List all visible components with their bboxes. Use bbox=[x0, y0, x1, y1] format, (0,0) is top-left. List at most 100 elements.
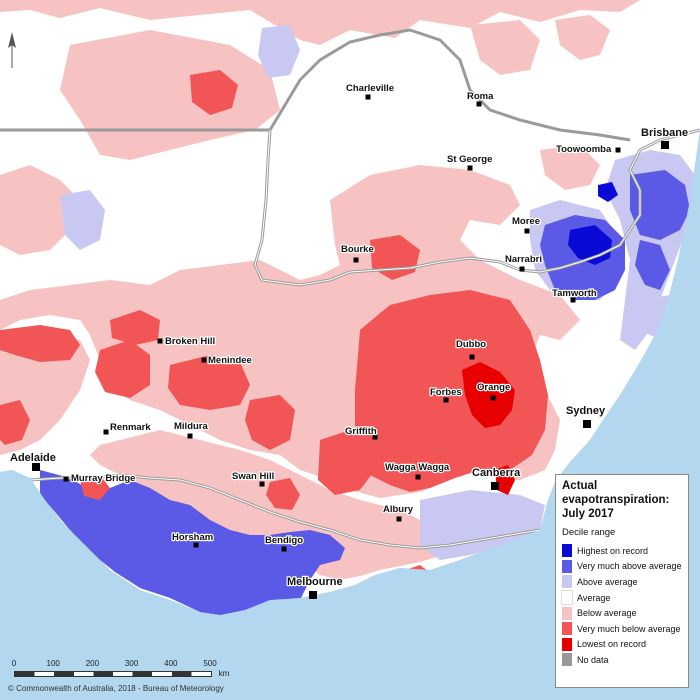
place-marker bbox=[63, 476, 69, 482]
place-label: Orange bbox=[477, 382, 510, 393]
legend-label: Very much above average bbox=[577, 561, 682, 572]
place-label: Broken Hill bbox=[165, 336, 215, 347]
place-sydney: Sydney bbox=[565, 404, 607, 428]
place-marker bbox=[519, 266, 525, 272]
legend-label: Average bbox=[577, 592, 611, 603]
place-st-george: St George bbox=[446, 153, 494, 171]
place-wagga-wagga: Wagga Wagga bbox=[384, 461, 451, 480]
place-label: Griffith bbox=[345, 426, 377, 437]
place-toowoomba: Toowoomba bbox=[555, 143, 621, 156]
place-marker bbox=[469, 354, 475, 360]
legend-item: Lowest on record bbox=[562, 637, 682, 653]
legend-title: Actual evapotranspiration: July 2017 bbox=[562, 480, 670, 520]
place-marker bbox=[570, 297, 576, 303]
place-adelaide: Adelaide bbox=[9, 451, 57, 471]
legend-label: Lowest on record bbox=[577, 639, 647, 650]
place-forbes: Forbes bbox=[429, 386, 463, 403]
place-marker bbox=[443, 397, 449, 403]
place-orange: Orange bbox=[476, 381, 511, 401]
place-marker bbox=[309, 591, 317, 599]
place-marker bbox=[32, 463, 40, 471]
place-bourke: Bourke bbox=[340, 243, 375, 263]
place-label: Bendigo bbox=[265, 535, 303, 546]
legend-label: Very much below average bbox=[577, 623, 681, 634]
place-label: Sydney bbox=[566, 405, 606, 417]
place-marker bbox=[365, 94, 371, 100]
place-label: Toowoomba bbox=[556, 144, 612, 155]
place-label: Albury bbox=[383, 504, 414, 515]
legend-label: Above average bbox=[577, 576, 638, 587]
place-melbourne: Melbourne bbox=[286, 575, 344, 599]
legend: Actual evapotranspiration: July 2017 Dec… bbox=[555, 474, 689, 688]
place-murray-bridge: Murray Bridge bbox=[63, 472, 137, 485]
scale-bar-graphic bbox=[14, 671, 212, 677]
legend-swatch bbox=[562, 559, 572, 573]
scale-tick-label: 300 bbox=[124, 659, 139, 668]
place-mildura: Mildura bbox=[173, 420, 210, 439]
legend-item: Average bbox=[561, 590, 682, 606]
place-moree: Moree bbox=[511, 215, 541, 234]
place-marker bbox=[476, 101, 482, 107]
place-swan-hill: Swan Hill bbox=[231, 470, 275, 487]
scale-tick-label: 100 bbox=[46, 659, 60, 668]
legend-swatch bbox=[562, 653, 572, 667]
place-label: Horsham bbox=[172, 532, 213, 543]
place-marker bbox=[353, 257, 359, 263]
place-label: Adelaide bbox=[10, 452, 56, 464]
legend-item: Very much below average bbox=[562, 621, 682, 637]
place-label: Moree bbox=[512, 216, 540, 227]
legend-item: Highest on record bbox=[562, 543, 682, 559]
place-label: Renmark bbox=[110, 422, 151, 433]
lowest-on-record-regions bbox=[462, 362, 515, 495]
place-label: Swan Hill bbox=[232, 471, 274, 482]
place-renmark: Renmark bbox=[103, 421, 153, 435]
place-label: Forbes bbox=[430, 387, 462, 398]
scale-tick-label: 200 bbox=[85, 659, 100, 668]
place-label: Melbourne bbox=[287, 576, 343, 588]
place-label: Narrabri bbox=[505, 254, 542, 265]
state-border-lines bbox=[29, 129, 700, 549]
place-marker bbox=[396, 516, 402, 522]
place-narrabri: Narrabri bbox=[504, 253, 543, 272]
legend-swatch bbox=[562, 606, 572, 620]
place-label: Wagga Wagga bbox=[385, 462, 450, 473]
place-marker bbox=[615, 147, 621, 153]
scale-unit-label: km bbox=[218, 669, 230, 678]
place-marker bbox=[415, 474, 421, 480]
legend-label: Below average bbox=[577, 608, 637, 619]
legend-subtitle: Decile range bbox=[562, 527, 616, 538]
place-label: Canberra bbox=[472, 467, 521, 479]
place-label: Tamworth bbox=[552, 288, 597, 299]
place-marker bbox=[187, 433, 193, 439]
legend-swatch bbox=[562, 544, 572, 558]
place-canberra: Canberra bbox=[471, 466, 522, 490]
place-albury: Albury bbox=[382, 503, 415, 522]
legend-label: No data bbox=[577, 654, 609, 665]
place-label: Murray Bridge bbox=[71, 473, 135, 484]
place-marker bbox=[661, 141, 669, 149]
scale-tick-label: 0 bbox=[11, 659, 17, 668]
place-marker bbox=[103, 429, 109, 435]
place-marker bbox=[491, 482, 499, 490]
place-label: Mildura bbox=[174, 421, 208, 432]
place-marker bbox=[490, 395, 496, 401]
place-label: Charleville bbox=[346, 83, 394, 94]
place-bendigo: Bendigo bbox=[264, 534, 304, 552]
place-marker bbox=[467, 165, 473, 171]
place-roma: Roma bbox=[466, 90, 495, 107]
legend-swatch bbox=[562, 637, 572, 651]
scale-bar: 0 100 200 300 400 500 km bbox=[11, 659, 244, 683]
place-marker bbox=[583, 420, 591, 428]
ocean-southern bbox=[0, 130, 700, 700]
place-marker bbox=[201, 357, 207, 363]
place-label: Bourke bbox=[341, 244, 374, 255]
legend-item: No data bbox=[562, 652, 682, 668]
place-charleville: Charleville bbox=[345, 82, 395, 100]
place-marker bbox=[259, 481, 265, 487]
legend-swatch bbox=[561, 590, 573, 606]
scale-tick-label: 500 bbox=[203, 659, 217, 668]
scale-tick-label: 400 bbox=[164, 659, 178, 668]
place-label: Dubbo bbox=[456, 339, 486, 350]
